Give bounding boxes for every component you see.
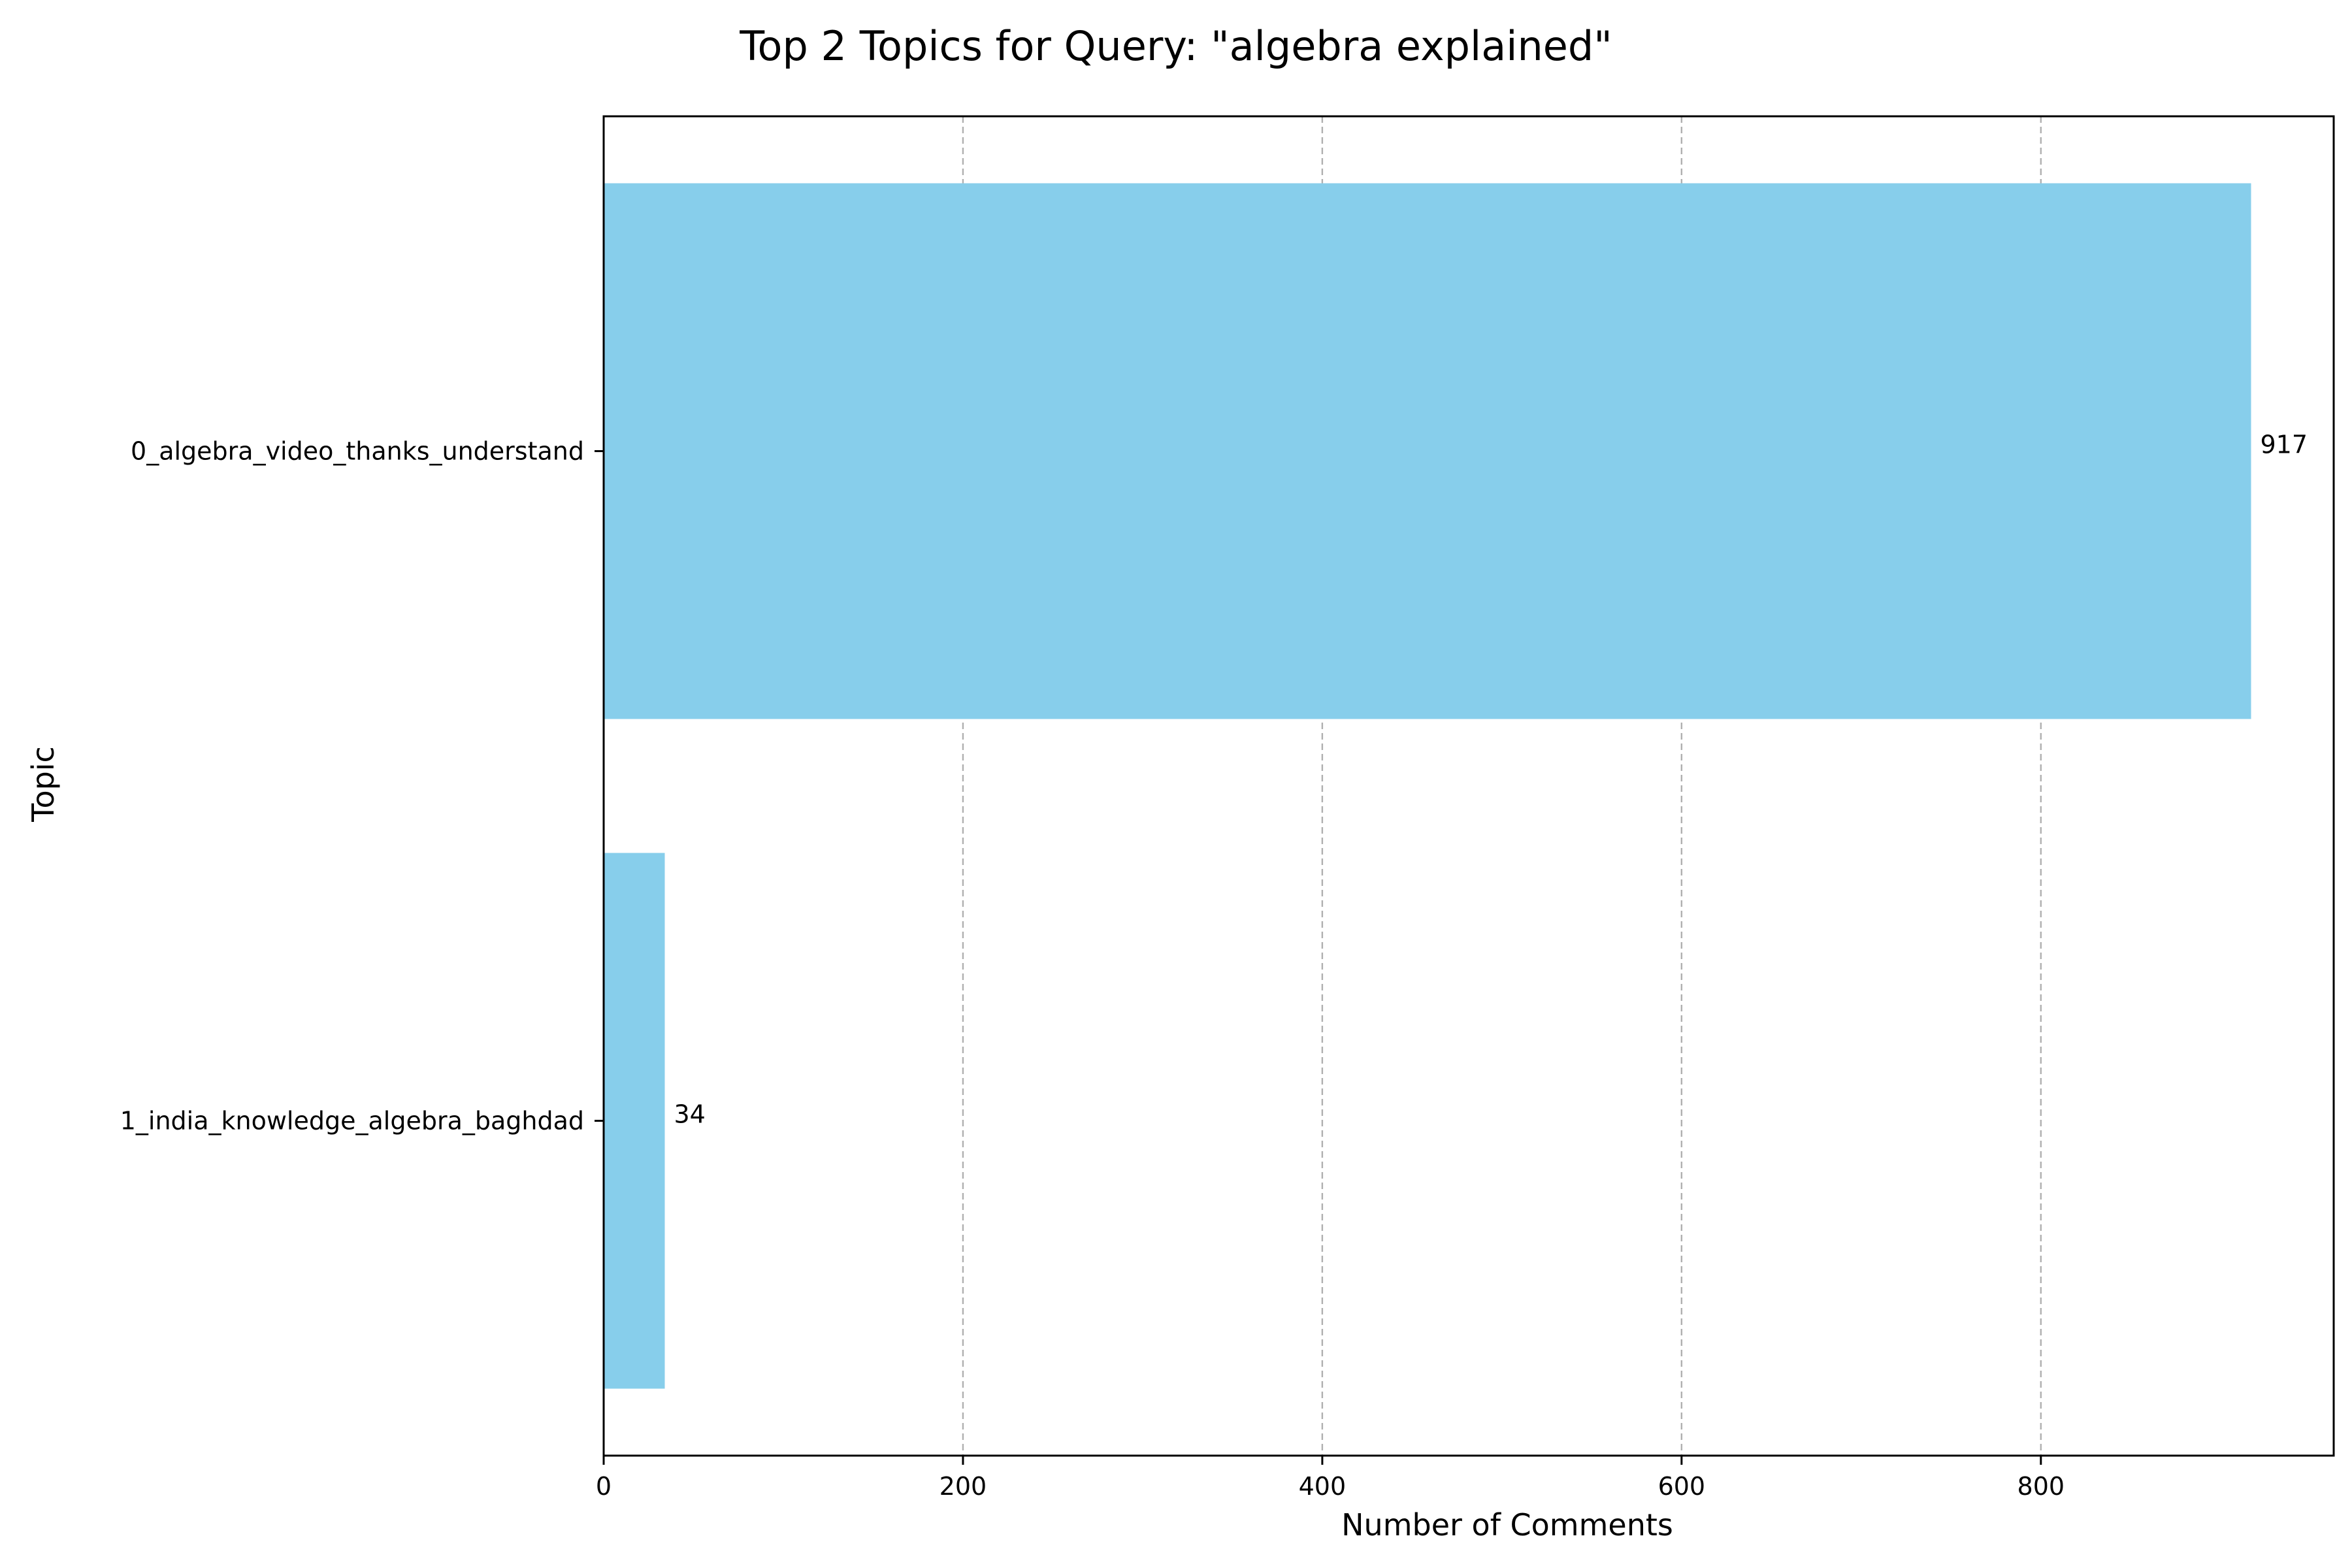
x-tick-label: 0 <box>596 1472 612 1501</box>
y-axis-ticks: 0_algebra_video_thanks_understand 1_india… <box>120 437 604 1135</box>
bar-value-label: 34 <box>674 1100 705 1129</box>
data-labels: 917 34 <box>674 431 2308 1129</box>
bar <box>604 853 665 1389</box>
y-axis-label: Topic <box>25 746 61 823</box>
x-tick-label: 600 <box>1658 1472 1706 1501</box>
bar-value-label: 917 <box>2261 431 2308 459</box>
y-tick-label: 1_india_knowledge_algebra_baghdad <box>120 1107 584 1135</box>
x-axis-label: Number of Comments <box>1341 1507 1673 1543</box>
plot-frame <box>602 115 2335 1457</box>
chart-title: Top 2 Topics for Query: "algebra explain… <box>739 22 1612 70</box>
x-tick-label: 200 <box>939 1472 987 1501</box>
x-tick-label: 800 <box>2017 1472 2065 1501</box>
x-tick-label: 400 <box>1299 1472 1347 1501</box>
x-axis-ticks: 0 200 400 600 800 <box>596 1456 2065 1501</box>
y-tick-label: 0_algebra_video_thanks_understand <box>131 437 584 466</box>
bars <box>604 183 2251 1389</box>
bar <box>604 183 2251 719</box>
